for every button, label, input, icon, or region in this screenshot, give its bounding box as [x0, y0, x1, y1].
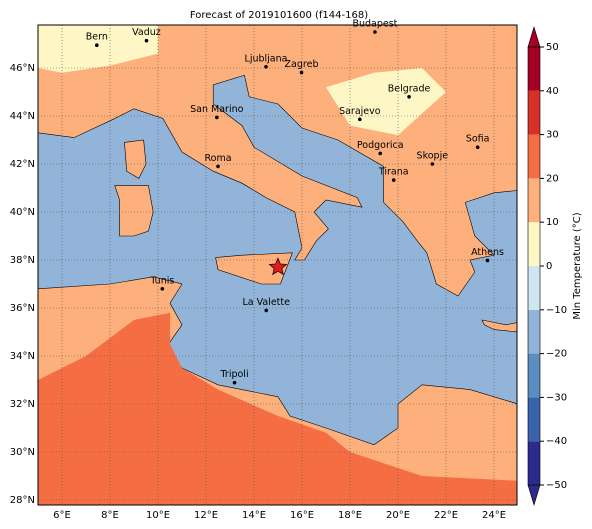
city-label: Belgrade [388, 83, 431, 94]
lat-tick-label: 28°N [10, 495, 35, 506]
colorbar-label: Min Temperature (°C) [572, 212, 583, 319]
colorbar-tick-label: −40 [546, 436, 567, 447]
lon-tick-label: 12°E [194, 510, 218, 521]
map-frame [37, 24, 518, 506]
lat-tick-label: 46°N [10, 63, 35, 74]
colorbar-tick-label: 50 [546, 42, 559, 53]
city-label: Tripoli [220, 369, 249, 380]
city-label: Roma [204, 153, 231, 164]
lon-tick-label: 8°E [101, 510, 119, 521]
colorbar-tick-label: 0 [546, 261, 552, 272]
colorbar-segment [528, 134, 540, 179]
colorbar-segment [528, 309, 540, 354]
colorbar-segment [528, 47, 540, 91]
lat-tick-label: 38°N [10, 255, 35, 266]
lon-tick-label: 22°E [434, 510, 458, 521]
colorbar-segment [528, 353, 540, 398]
city-label: Podgorica [357, 140, 404, 151]
sardinia [114, 185, 154, 237]
colorbar-tick-label: 30 [546, 130, 559, 141]
colorbar-extend-low [527, 484, 541, 507]
city-dot [95, 43, 99, 47]
city-dot [232, 380, 237, 385]
crete [481, 319, 517, 333]
city-dot [299, 70, 304, 75]
colorbar-segment [528, 222, 540, 266]
corsica [124, 139, 147, 179]
city-dot [160, 287, 165, 291]
city-label: San Marino [190, 104, 243, 115]
lon-tick-label: 6°E [53, 510, 71, 521]
city-dot [378, 151, 383, 156]
colorbar-tick-label: 40 [546, 86, 559, 97]
lon-tick-label: 20°E [386, 510, 410, 521]
lon-tick-label: 14°E [242, 510, 266, 521]
warm-zone [38, 312, 517, 505]
city-dot [373, 30, 377, 34]
cool-zone [38, 25, 158, 73]
lat-tick-label: 30°N [10, 447, 35, 458]
city-dot [216, 164, 220, 169]
lat-tick-label: 36°N [10, 303, 35, 314]
city-dot [215, 115, 219, 120]
city-dot [430, 162, 435, 166]
colorbar-tick-label: 10 [546, 217, 559, 228]
city-dot [264, 65, 268, 69]
city-label: La Valette [242, 297, 290, 308]
colorbar-segment [528, 441, 540, 485]
city-dot [391, 178, 396, 182]
location-star [268, 257, 288, 276]
lon-tick-label: 10°E [146, 510, 170, 521]
colorbar-segment [528, 90, 540, 135]
colorbar-tick-label: 20 [546, 173, 559, 184]
colorbar-tick-label: −30 [546, 392, 567, 403]
map-area [38, 25, 517, 505]
city-dot [475, 145, 480, 149]
city-label: Athens [471, 247, 504, 258]
city-label: Sofia [466, 134, 490, 145]
city-label: Vaduz [132, 27, 161, 38]
lat-tick-label: 44°N [10, 111, 35, 122]
city-label: Sarajevo [339, 106, 381, 117]
lat-tick-label: 32°N [10, 399, 35, 410]
title: Forecast of 2019101600 (f144-168) [190, 10, 368, 21]
city-label: Budapest [352, 19, 397, 30]
cool-zone [326, 68, 446, 136]
lat-tick-label: 34°N [10, 351, 35, 362]
colorbar-tick-label: −20 [546, 349, 567, 360]
city-label: Ljubljana [245, 53, 288, 64]
colorbar-segment [528, 178, 540, 223]
lat-tick-label: 42°N [10, 159, 35, 170]
lon-tick-label: 24°E [482, 510, 506, 521]
city-label: Tirana [378, 167, 409, 178]
colorbar-segment [528, 266, 540, 310]
lon-tick-label: 18°E [338, 510, 362, 521]
city-label: Skopje [417, 151, 449, 162]
city-label: Tunis [149, 275, 174, 286]
colorbar-segment [528, 397, 540, 442]
city-dot [264, 308, 269, 313]
colorbar-extend-high [527, 25, 541, 48]
lon-tick-label: 16°E [290, 510, 314, 521]
city-dot [485, 258, 490, 263]
city-dot [358, 117, 362, 122]
city-label: Bern [86, 32, 108, 43]
city-label: Zagreb [285, 59, 319, 70]
colorbar-tick-label: −10 [546, 305, 567, 316]
city-dot [407, 95, 411, 99]
colorbar-tick-label: −50 [546, 480, 567, 491]
city-dot [144, 38, 149, 43]
lat-tick-label: 40°N [10, 207, 35, 218]
